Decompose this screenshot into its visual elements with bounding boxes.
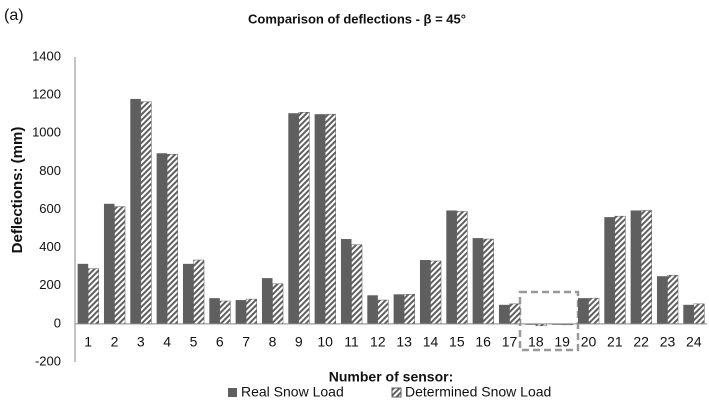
x-tick-label: 1: [84, 334, 92, 350]
bar: [114, 206, 126, 325]
x-tick-label: 22: [633, 334, 649, 350]
bar: [156, 153, 168, 324]
bar: [667, 275, 679, 325]
bar: [577, 298, 589, 324]
y-tick-label: 200: [39, 277, 61, 292]
bar: [588, 297, 600, 325]
x-tick-label: 12: [370, 334, 386, 350]
x-tick-label: 17: [502, 334, 518, 350]
bar: [393, 294, 405, 324]
y-tick-label: 1200: [32, 87, 61, 102]
bar: [235, 300, 247, 324]
x-tick-label: 2: [111, 334, 119, 350]
y-tick-label: 600: [39, 201, 61, 216]
bar: [640, 210, 652, 325]
y-tick-label: -200: [35, 353, 61, 368]
bar: [103, 203, 115, 324]
bar: [298, 112, 310, 325]
bar: [182, 263, 194, 324]
bar: [77, 263, 89, 324]
bar: [219, 300, 231, 325]
x-tick-label: 6: [216, 334, 224, 350]
bar: [261, 278, 273, 324]
x-tick-label: 11: [344, 334, 359, 350]
bar: [693, 303, 705, 325]
x-tick-label: 18: [528, 334, 544, 350]
bar: [419, 260, 431, 324]
bar: [130, 98, 141, 324]
x-tick-label: 13: [396, 334, 412, 350]
legend-label: Determined Snow Load: [405, 384, 551, 400]
bar: [193, 259, 205, 325]
y-tick-label: 1000: [32, 125, 61, 140]
bar: [456, 211, 468, 325]
y-tick-label: 0: [54, 315, 61, 330]
x-tick-label: 20: [581, 334, 597, 350]
x-tick-label: 19: [554, 334, 570, 350]
x-tick-label: 3: [137, 334, 145, 350]
x-tick-label: 24: [686, 334, 702, 350]
bar: [482, 238, 494, 325]
bar: [314, 114, 326, 324]
bar: [403, 294, 415, 325]
bar: [140, 101, 152, 325]
bar: [272, 283, 284, 325]
x-tick-label: 23: [660, 334, 676, 350]
x-axis-label: Number of sensor:: [329, 369, 453, 385]
legend-swatch: [391, 387, 402, 398]
x-tick-label: 4: [163, 334, 171, 350]
bar: [630, 210, 642, 324]
bar: [324, 113, 336, 325]
legend-label: Real Snow Load: [241, 384, 344, 400]
x-tick-label: 16: [475, 334, 491, 350]
bar: [509, 303, 521, 325]
x-tick-label: 5: [190, 334, 198, 350]
x-tick-label: 10: [317, 334, 333, 350]
x-tick-label: 8: [269, 334, 277, 350]
bar: [245, 298, 257, 325]
bar: [472, 238, 484, 324]
bar: [340, 239, 352, 324]
y-tick-label: 800: [39, 163, 61, 178]
panel-label: (a): [4, 7, 24, 24]
x-tick-label: 7: [242, 334, 250, 350]
chart-title: Comparison of deflections - β = 45°: [248, 11, 466, 26]
bar: [87, 268, 99, 325]
bar: [656, 276, 668, 324]
bar: [604, 217, 615, 324]
x-tick-label: 9: [295, 334, 303, 350]
bar: [377, 299, 389, 325]
y-tick-label: 1400: [32, 48, 61, 63]
bar: [367, 295, 378, 324]
x-tick-label: 14: [423, 334, 439, 350]
bar: [430, 260, 442, 325]
x-tick-label: 21: [607, 334, 623, 350]
y-axis-label: Deflections: (mm): [9, 127, 26, 254]
bar: [446, 210, 457, 324]
bar: [683, 304, 694, 324]
bar: [351, 244, 363, 325]
bar: [166, 153, 178, 325]
bar: [288, 113, 299, 324]
x-tick-label: 15: [449, 334, 465, 350]
bar: [498, 304, 510, 324]
bar: [614, 215, 626, 325]
legend-swatch: [228, 388, 237, 397]
y-tick-label: 400: [39, 239, 61, 254]
bar: [209, 298, 220, 324]
